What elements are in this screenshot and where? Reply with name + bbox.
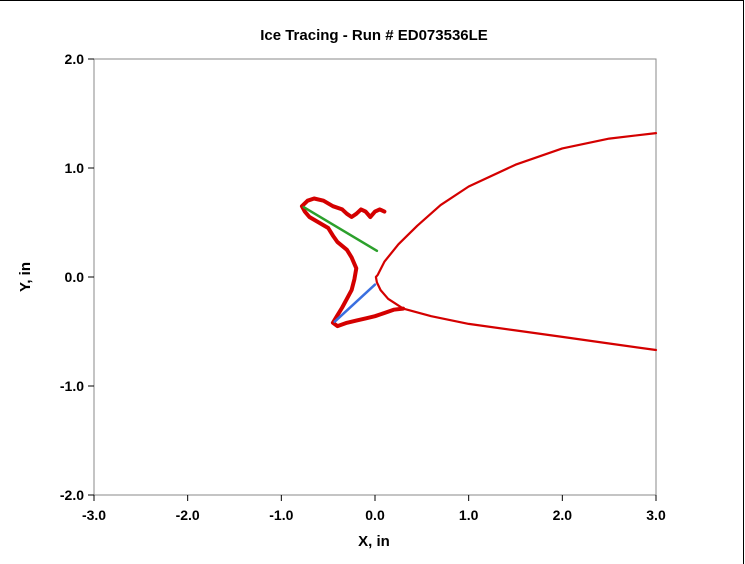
x-tick-label: 3.0 <box>646 507 666 523</box>
x-tick-label: -2.0 <box>176 507 200 523</box>
y-tick-label: -2.0 <box>60 487 84 503</box>
x-axis-label: X, in <box>358 533 390 550</box>
y-axis: 2.0 1.0 0.0 -1.0 -2.0 <box>60 51 94 503</box>
airfoil-line <box>376 133 656 350</box>
x-tick-label: -1.0 <box>269 507 293 523</box>
y-tick-label: 1.0 <box>65 160 85 176</box>
chart-title: Ice Tracing - Run # ED073536LE <box>260 27 488 44</box>
x-tick-label: 1.0 <box>459 507 479 523</box>
y-axis-label: Y, in <box>17 262 34 292</box>
series-layer <box>302 133 656 350</box>
x-tick-label: -3.0 <box>82 507 106 523</box>
y-tick-label: -1.0 <box>60 378 84 394</box>
x-axis: -3.0 -2.0 -1.0 0.0 1.0 2.0 3.0 <box>82 495 666 523</box>
x-tick-label: 2.0 <box>553 507 573 523</box>
y-tick-label: 2.0 <box>65 51 85 67</box>
y-tick-label: 0.0 <box>65 269 85 285</box>
x-tick-label: 0.0 <box>365 507 385 523</box>
